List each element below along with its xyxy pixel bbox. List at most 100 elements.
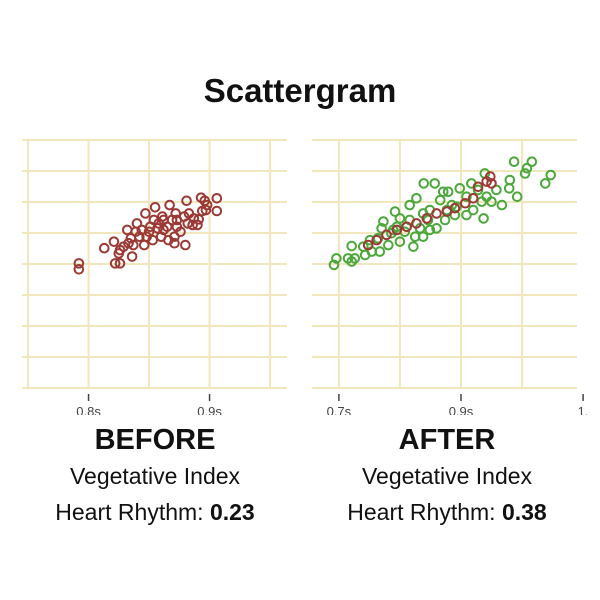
before-heart-rhythm: Heart Rhythm: 0.23 xyxy=(5,499,305,526)
before-overlay-data-point xyxy=(484,171,496,182)
after-scatter-plot: 0.7s 0.9s 1. xyxy=(312,139,589,415)
before-data-point xyxy=(108,236,120,247)
after-data-point xyxy=(417,231,429,243)
after-data-point xyxy=(486,196,497,207)
after-data-point xyxy=(442,186,454,198)
after-data-point xyxy=(467,204,479,216)
before-data-point xyxy=(98,242,110,254)
before-overlay-data-point xyxy=(459,197,471,209)
after-data-point xyxy=(394,213,406,224)
after-data-point xyxy=(346,240,357,252)
after-data-point xyxy=(478,213,489,224)
after-data-point xyxy=(378,216,389,227)
before-data-point xyxy=(123,237,134,249)
after-data-point xyxy=(346,256,357,267)
after-heading: AFTER xyxy=(398,424,496,456)
before-data-point xyxy=(175,226,186,238)
after-data-point xyxy=(383,239,394,251)
after-subtitle: Vegetative Index xyxy=(361,463,533,489)
before-data-point xyxy=(201,199,213,211)
after-data-point xyxy=(408,241,419,252)
after-data-point xyxy=(429,178,441,189)
after-data-point xyxy=(539,178,551,189)
before-data-point xyxy=(187,219,198,231)
before-data-point xyxy=(211,192,223,204)
after-data-point xyxy=(451,201,463,212)
after-data-point xyxy=(374,246,386,257)
before-data-point xyxy=(73,263,85,275)
after-data-point xyxy=(508,156,520,168)
before-data-point xyxy=(180,239,191,251)
before-data-point xyxy=(192,219,203,231)
before-data-point xyxy=(73,258,85,269)
after-data-point xyxy=(431,223,442,234)
after-data-point xyxy=(461,209,472,221)
before-data-point xyxy=(147,234,158,246)
after-data-point xyxy=(424,224,436,236)
after-data-point xyxy=(437,186,449,198)
before-data-point xyxy=(158,214,169,226)
after-data-point xyxy=(446,199,458,211)
before-data-point xyxy=(128,239,139,251)
before-hr-label: Heart Rhythm: xyxy=(55,499,204,525)
x-tick-label: 0.7s xyxy=(327,404,352,415)
after-data-point xyxy=(491,184,502,196)
x-tick-label: 0.8s xyxy=(76,404,101,415)
before-scatter-plot: 0.8s 0.9s xyxy=(22,139,287,415)
after-data-point xyxy=(328,259,340,271)
after-hr-value: 0.38 xyxy=(501,499,547,525)
after-data-point xyxy=(511,191,523,203)
before-overlay-data-point xyxy=(391,224,403,236)
before-data-point xyxy=(200,204,212,216)
before-overlay-data-point xyxy=(401,221,412,233)
before-data-point xyxy=(181,195,192,207)
after-heart-rhythm: Heart Rhythm: 0.38 xyxy=(297,499,597,526)
before-data-point xyxy=(193,214,204,225)
before-overlay-data-point xyxy=(449,202,461,214)
after-data-point xyxy=(404,199,415,211)
before-data-point xyxy=(148,214,160,226)
x-tick-label: 1. xyxy=(578,404,589,415)
after-data-point xyxy=(504,174,516,186)
after-data-point xyxy=(526,156,538,168)
before-data-point xyxy=(182,218,194,229)
after-data-point xyxy=(519,168,531,179)
before-data-point xyxy=(143,226,155,238)
after-data-point xyxy=(503,183,515,194)
before-data-point xyxy=(169,237,180,249)
after-data-point xyxy=(331,253,342,264)
after-hr-label: Heart Rhythm: xyxy=(347,499,496,525)
after-data-point xyxy=(439,214,451,226)
before-heading: BEFORE xyxy=(94,424,216,456)
after-data-point xyxy=(411,192,422,204)
after-data-point xyxy=(521,162,533,174)
before-subtitle: Vegetative Index xyxy=(69,463,241,489)
before-data-point xyxy=(130,226,142,238)
before-overlay-data-point xyxy=(371,234,383,246)
after-data-point xyxy=(472,184,484,196)
after-data-point xyxy=(545,169,557,181)
before-overlay-data-point xyxy=(472,181,484,193)
before-overlay-data-point xyxy=(411,218,422,229)
before-data-point xyxy=(211,205,223,217)
before-overlay-data-point xyxy=(486,178,497,189)
after-data-point xyxy=(376,223,387,234)
after-data-point xyxy=(461,191,472,203)
before-data-point xyxy=(114,258,126,269)
before-data-point xyxy=(126,251,138,262)
chart-title: Scattergram xyxy=(203,72,397,109)
before-data-point xyxy=(140,208,151,219)
after-data-point xyxy=(394,236,406,247)
x-tick-label: 0.9s xyxy=(197,404,222,415)
before-data-point xyxy=(109,258,121,269)
after-data-point xyxy=(389,206,401,217)
before-data-point xyxy=(164,199,175,211)
before-overlay-data-point xyxy=(362,239,374,251)
before-data-point xyxy=(138,239,150,251)
before-overlay-data-point xyxy=(431,208,442,219)
before-data-point xyxy=(114,244,126,256)
x-tick-label: 0.9s xyxy=(449,404,474,415)
before-overlay-data-point xyxy=(467,192,479,204)
before-overlay-data-point xyxy=(421,213,433,224)
after-data-point xyxy=(387,224,399,236)
